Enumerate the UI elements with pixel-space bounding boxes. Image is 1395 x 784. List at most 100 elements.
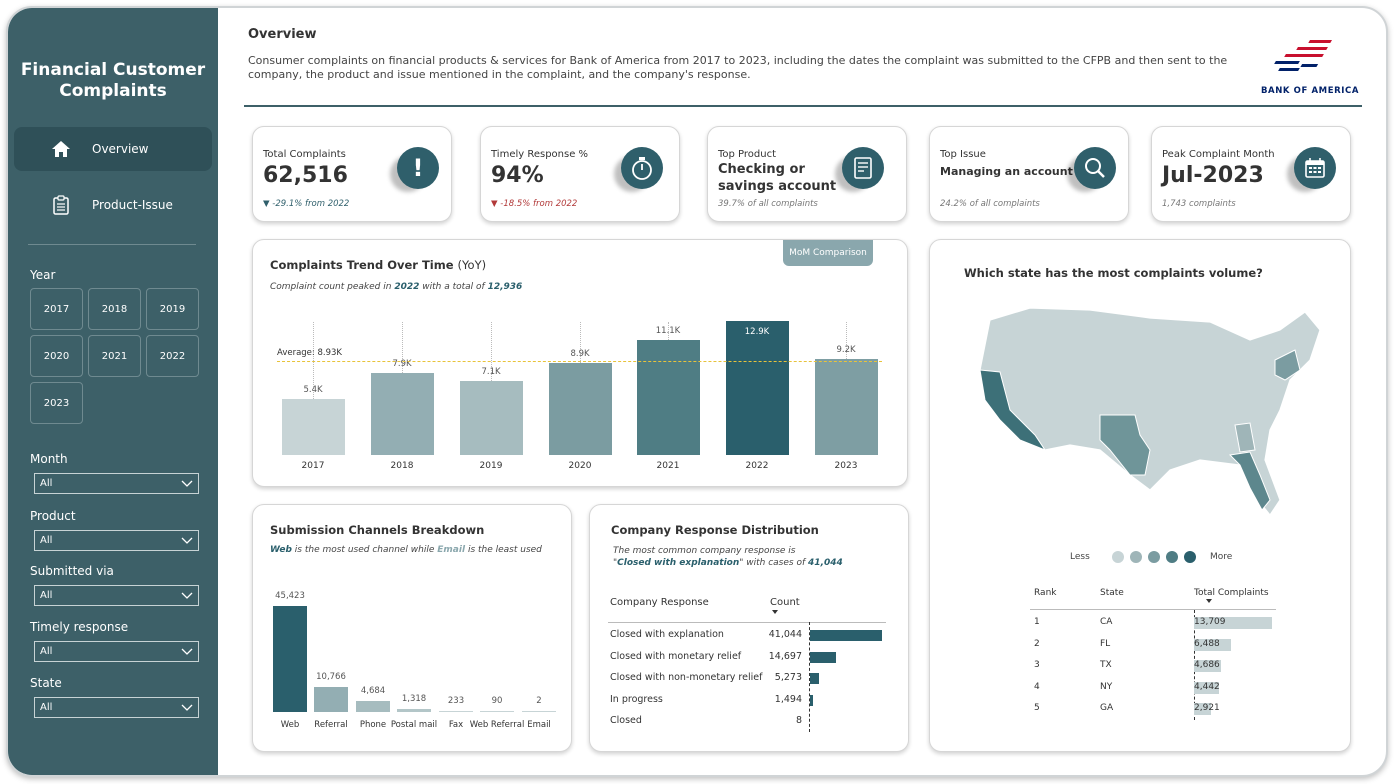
trend-x-label: 2018 [390,461,414,471]
channel-bar-label: 4,684 [360,686,386,697]
state-ny [1274,349,1301,381]
year-button-2017[interactable]: 2017 [30,288,83,330]
trend-bar-label: 12.9K [744,327,770,338]
channels-chart-title: Submission Channels Breakdown [270,523,485,537]
state-row-rank: 2 [1034,638,1040,649]
response-row-count: 14,697 [768,650,802,662]
kpi-change: ▼ -18.5% from 2022 [491,199,577,209]
state-row-value: 2,921 [1194,703,1220,713]
response-row-count: 1,494 [774,693,802,705]
trend-x-label: 2021 [656,461,680,471]
trend-bar [549,362,612,455]
response-row-label: Closed with non-monetary relief [610,672,763,683]
trend-x-label: 2020 [568,461,592,471]
trend-gridline [402,322,403,373]
submitted-via-dropdown[interactable]: All [34,585,199,606]
nav-product-issue[interactable]: Product-Issue [14,183,212,227]
sort-desc-icon [772,610,778,614]
state-row-value: 13,709 [1194,617,1226,627]
channel-bar-label: 1,318 [401,693,427,704]
product-dropdown[interactable]: All [34,530,199,551]
response-row-count: 5,273 [774,672,802,683]
mom-comparison-button[interactable]: MoM Comparison [783,240,873,266]
nav-overview[interactable]: Overview [14,127,212,171]
response-sub-line1: The most common company response is [613,546,796,556]
state-ga [1234,422,1256,453]
channel-bar [356,701,390,712]
calendar-icon [1294,147,1336,189]
state-row-name: TX [1100,660,1112,670]
average-line [277,361,882,362]
col-total-header[interactable]: Total Complaints [1194,588,1269,598]
kpi-sub: 24.2% of all complaints [940,199,1040,209]
year-button-2020[interactable]: 2020 [30,335,83,377]
trend-title-suffix: (YoY) [457,258,487,272]
state-dropdown[interactable]: All [34,697,199,718]
year-button-2021[interactable]: 2021 [88,335,141,377]
chevron-down-icon [181,704,193,711]
trend-sub-total: 12,936 [487,282,523,292]
response-chart-title: Company Response Distribution [611,523,819,537]
trend-chart-subtitle: Complaint count peaked in 2022 with a to… [270,282,522,292]
state-row-value: 4,442 [1194,681,1220,692]
chevron-down-icon [181,592,193,599]
kpi-change: ▼ -29.1% from 2022 [263,199,349,209]
legend-less-label: Less [1070,552,1090,562]
state-tx [1099,414,1151,476]
state-fl [1228,451,1271,511]
kpi-label: Top Product [718,149,777,160]
channel-bar [314,686,348,712]
legend-dot-3 [1148,551,1160,563]
channel-x-label: Email [527,720,551,730]
submitted-via-filter-label: Submitted via [30,564,114,578]
chevron-down-icon [181,648,193,655]
us-map [979,307,1321,517]
timely-response-dropdown[interactable]: All [34,641,199,662]
exclamation-icon: ! [397,147,439,189]
map-legend [1112,551,1196,563]
month-filter-label: Month [30,452,68,466]
channel-bar [522,711,556,712]
month-dropdown[interactable]: All [34,473,199,494]
kpi-change-text: -29.1% from 2022 [272,199,350,209]
kpi-top-issue: Top Issue Managing an account 24.2% of a… [929,126,1129,222]
channel-bar-label: 90 [491,696,503,706]
response-bar [810,651,836,663]
legend-dot-4 [1166,551,1178,563]
kpi-label: Peak Complaint Month [1162,149,1275,160]
channel-bar-label: 10,766 [316,671,346,682]
response-row-label: In progress [610,693,663,705]
count-col-header[interactable]: Count [770,597,800,608]
response-sub-q1: " [613,558,618,568]
trend-bar-plot: 5.4K 2017 7.9K 2018 7.1K 2019 8.9K 2020 11.1K 202… [253,240,909,488]
year-button-2023[interactable]: 2023 [30,382,83,424]
stopwatch-icon [621,147,663,189]
state-bar [1194,660,1221,672]
year-button-2018[interactable]: 2018 [88,288,141,330]
channels-sub-b: is the most used channel while [294,545,435,555]
year-button-2022[interactable]: 2022 [146,335,199,377]
channels-chart-card: Submission Channels Breakdown Web is the… [252,504,572,752]
channel-x-label: Phone [359,720,387,730]
app-title-line2: Complaints [59,81,167,101]
state-row-name: CA [1100,617,1113,627]
main-content: Overview Consumer complaints on financia… [218,8,1386,775]
response-bar [810,694,813,706]
state-row-rank: 1 [1034,617,1040,627]
response-row-count: 8 [795,715,802,726]
sidebar: Financial Customer Complaints Overview P… [8,8,218,775]
kpi-label: Total Complaints [263,149,346,160]
kpi-top-product: Top Product Checking or savings account … [707,126,907,222]
state-row-name: GA [1100,703,1114,713]
channels-sub-d: is the least used [467,545,542,555]
state-row-rank: 4 [1034,681,1040,692]
trend-bar-label: 5.4K [303,384,323,395]
state-bar [1194,638,1231,651]
year-button-2019[interactable]: 2019 [146,288,199,330]
response-bar [810,630,882,641]
chevron-down-icon [181,480,193,487]
nav-product-issue-label: Product-Issue [92,198,173,212]
nav-overview-label: Overview [92,142,149,156]
state-row-name: FL [1100,638,1111,649]
flag-logo-icon [1274,40,1332,71]
